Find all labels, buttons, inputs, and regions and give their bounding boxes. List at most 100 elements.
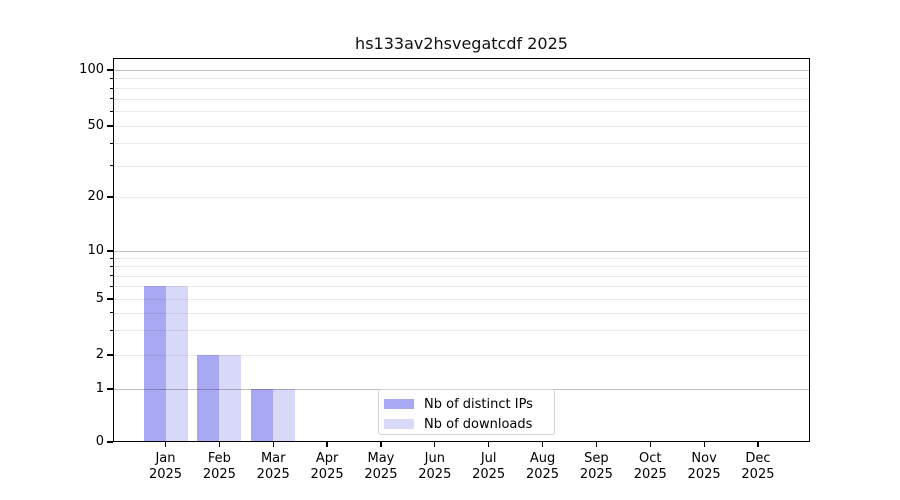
bar-downloads-jan [165, 286, 188, 442]
x-tick-label: Jul 2025 [461, 451, 517, 482]
y-tick-mark [107, 298, 113, 300]
x-tick-label: Mar 2025 [245, 451, 301, 482]
y-tick-mark [107, 441, 113, 443]
bar-distinct-ips-mar [251, 389, 274, 442]
gridline-minor [113, 78, 810, 80]
x-tick-label-year: 2025 [256, 466, 290, 482]
y-minor-tick-mark [110, 110, 113, 112]
plot-area [113, 58, 810, 442]
y-minor-tick-mark [110, 265, 113, 267]
x-tick-label-month: Nov [691, 451, 717, 466]
x-tick-label-year: 2025 [579, 466, 613, 482]
gridline-major [113, 69, 810, 71]
x-tick-mark [649, 442, 651, 447]
legend-swatch-downloads [384, 419, 414, 429]
y-tick-label: 100 [79, 61, 104, 77]
x-tick-label-year: 2025 [418, 466, 452, 482]
legend-swatch-distinct-ips [384, 399, 414, 409]
y-tick-label: 5 [95, 290, 104, 306]
y-tick-label: 2 [95, 346, 104, 362]
x-tick-mark [218, 442, 220, 447]
gridline-minor [113, 197, 810, 198]
x-tick-label-month: Apr [315, 451, 339, 466]
y-tick-label: 1 [95, 381, 104, 396]
x-tick-label-year: 2025 [310, 466, 344, 482]
x-tick-label-month: May [367, 451, 395, 466]
gridline-minor [113, 111, 810, 113]
y-minor-tick-mark [110, 165, 113, 167]
legend-label-downloads: Nb of downloads [424, 416, 533, 432]
gridline-minor [113, 98, 810, 100]
gridline-minor [113, 165, 810, 167]
x-tick-label-year: 2025 [472, 466, 506, 482]
x-tick-label-month: Sep [584, 451, 609, 466]
bar-distinct-ips-jan [143, 286, 166, 442]
gridline-minor [113, 354, 810, 356]
y-tick-mark [107, 250, 113, 252]
x-tick-mark [541, 442, 544, 447]
x-tick-label: Jun 2025 [407, 451, 463, 482]
y-minor-tick-mark [110, 142, 113, 144]
x-tick-mark [757, 442, 759, 447]
x-tick-mark [595, 442, 597, 447]
gridline-minor [113, 143, 810, 145]
x-tick-label: Sep 2025 [568, 451, 624, 482]
x-tick-label-month: Mar [260, 451, 286, 466]
legend: Nb of distinct IPs Nb of downloads [378, 389, 555, 435]
x-tick-mark [703, 442, 705, 447]
y-minor-tick-mark [110, 312, 113, 314]
x-tick-label-month: Dec [745, 451, 771, 466]
y-tick-mark [107, 125, 113, 127]
x-tick-label-year: 2025 [202, 466, 236, 482]
x-tick-label-month: Jun [424, 451, 445, 466]
x-tick-label-year: 2025 [633, 466, 667, 482]
x-tick-label-month: Aug [529, 451, 556, 466]
y-minor-tick-mark [110, 275, 113, 277]
y-tick-mark [107, 354, 113, 356]
gridline-minor [113, 266, 810, 268]
y-minor-tick-mark [110, 257, 113, 259]
x-tick-mark [434, 442, 436, 447]
gridline-minor [113, 126, 810, 127]
y-tick-mark [107, 388, 113, 390]
legend-label-distinct-ips: Nb of distinct IPs [424, 396, 533, 412]
bar-distinct-ips-feb [197, 354, 220, 442]
gridline-minor [113, 88, 810, 90]
y-tick-label: 20 [87, 189, 104, 204]
gridline-minor [113, 258, 810, 260]
x-tick-mark [164, 442, 167, 447]
x-tick-label-month: Feb [207, 451, 231, 466]
y-tick-label: 0 [95, 434, 104, 449]
x-tick-label: Feb 2025 [191, 451, 247, 482]
bar-downloads-mar [273, 389, 296, 442]
x-tick-label-month: Jul [480, 451, 497, 466]
x-tick-mark [488, 442, 490, 447]
x-tick-label: Nov 2025 [676, 451, 732, 482]
x-tick-label: Oct 2025 [622, 451, 678, 482]
x-tick-mark [326, 442, 328, 447]
y-tick-label: 50 [87, 118, 104, 133]
y-tick-mark [107, 69, 113, 71]
y-minor-tick-mark [110, 77, 113, 79]
x-tick-mark [380, 442, 382, 447]
y-minor-tick-mark [110, 87, 113, 89]
y-minor-tick-mark [110, 329, 113, 331]
gridline-major [113, 250, 810, 252]
x-tick-mark [272, 442, 274, 447]
x-tick-label: Dec 2025 [730, 451, 786, 482]
gridline-minor [113, 330, 810, 332]
gridline-minor [113, 275, 810, 277]
chart-title: hs133av2hsvegatcdf 2025 [355, 34, 568, 53]
y-minor-tick-mark [110, 285, 113, 287]
gridline-minor [113, 298, 810, 300]
x-tick-label-year: 2025 [741, 466, 775, 482]
legend-entry-distinct-ips: Nb of distinct IPs [384, 396, 554, 412]
x-tick-label-year: 2025 [687, 466, 721, 482]
gridline-minor [113, 286, 810, 288]
x-tick-label-month: Jan [155, 451, 176, 466]
x-tick-label: May 2025 [353, 451, 409, 482]
x-tick-label-month: Oct [638, 451, 662, 466]
gridline-minor [113, 312, 810, 314]
y-tick-label: 10 [87, 242, 104, 258]
